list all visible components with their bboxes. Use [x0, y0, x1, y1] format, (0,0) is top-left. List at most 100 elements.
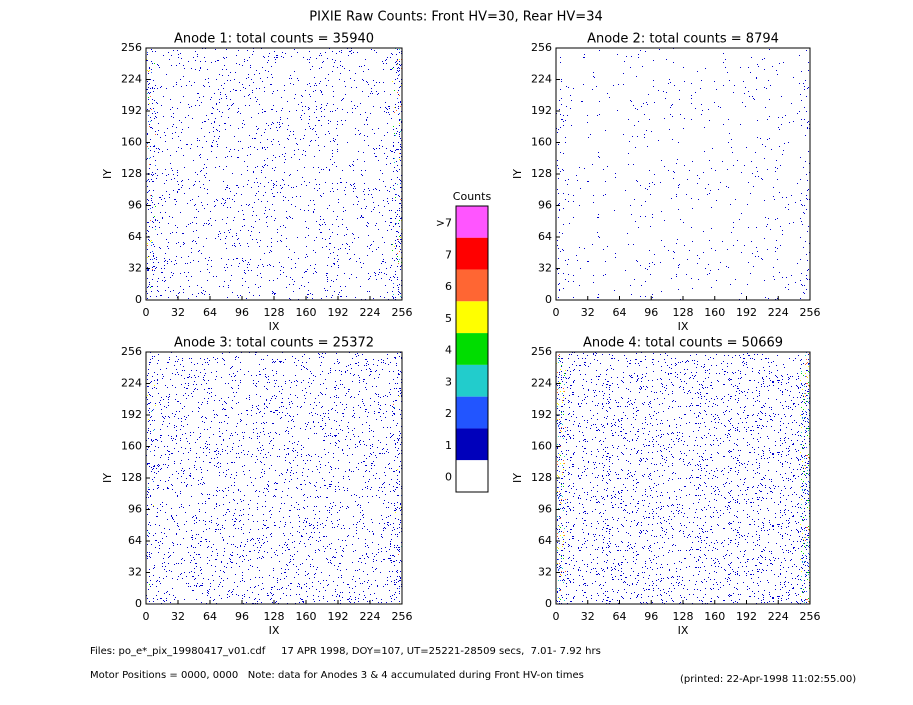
- y-tick-label: 160: [531, 440, 552, 453]
- y-tick-label: 32: [538, 262, 552, 275]
- y-tick-label: 192: [121, 104, 142, 117]
- x-tick-label: 192: [736, 306, 757, 319]
- y-axis-label: IY: [511, 473, 524, 483]
- x-tick-label: 192: [328, 306, 349, 319]
- panel-title: Anode 2: total counts = 8794: [587, 32, 779, 47]
- x-axis-label: IX: [269, 320, 280, 333]
- colorbar-cell: [456, 364, 488, 397]
- colorbar-cell: [456, 460, 488, 492]
- colorbar-cell: [456, 396, 488, 429]
- x-tick-label: 96: [644, 610, 658, 623]
- colorbar-label: 3: [445, 375, 452, 388]
- y-tick-label: 64: [128, 230, 142, 243]
- colorbar-label: 0: [445, 471, 452, 484]
- y-tick-label: 224: [531, 73, 552, 86]
- x-tick-label: 64: [203, 306, 217, 319]
- y-tick-label: 224: [121, 377, 142, 390]
- x-axis-label: IX: [269, 624, 280, 637]
- panel-title: Anode 1: total counts = 35940: [174, 32, 374, 47]
- y-tick-label: 256: [531, 41, 552, 54]
- x-tick-label: 224: [360, 610, 381, 623]
- x-tick-label: 128: [673, 306, 694, 319]
- x-tick-label: 128: [673, 610, 694, 623]
- x-tick-label: 224: [768, 306, 789, 319]
- y-tick-label: 192: [531, 408, 552, 421]
- x-tick-label: 128: [264, 306, 285, 319]
- count-texture: [149, 584, 150, 585]
- colorbar-frame: [455, 205, 489, 493]
- x-axis-label: IX: [678, 320, 689, 333]
- x-tick-label: 160: [296, 306, 317, 319]
- y-tick-label: 0: [135, 293, 142, 306]
- x-tick-label: 96: [644, 306, 658, 319]
- panel-title: Anode 4: total counts = 50669: [583, 336, 783, 351]
- footer-motor: Motor Positions = 0000, 0000 Note: data …: [90, 670, 584, 681]
- y-tick-label: 96: [128, 199, 142, 212]
- main-title: PIXIE Raw Counts: Front HV=30, Rear HV=3…: [309, 10, 603, 25]
- colorbar-cell: [456, 237, 488, 270]
- x-tick-label: 64: [203, 610, 217, 623]
- x-tick-label: 160: [704, 306, 725, 319]
- colorbar-title: Counts: [453, 190, 492, 203]
- colorbar-cell: [456, 333, 488, 365]
- y-tick-label: 256: [121, 41, 142, 54]
- y-tick-label: 160: [121, 440, 142, 453]
- y-tick-label: 32: [538, 566, 552, 579]
- x-tick-label: 256: [392, 306, 413, 319]
- colorbar-label: 5: [445, 312, 452, 325]
- y-axis-label: IY: [101, 473, 114, 483]
- x-tick-label: 160: [704, 610, 725, 623]
- footer-printed: (printed: 22-Apr-1998 11:02:55.00): [680, 674, 856, 685]
- y-tick-label: 32: [128, 262, 142, 275]
- y-axis-label: IY: [101, 169, 114, 179]
- colorbar-label: 7: [445, 248, 452, 261]
- colorbar-cell: [456, 269, 488, 302]
- x-tick-label: 192: [328, 610, 349, 623]
- x-tick-label: 32: [581, 610, 595, 623]
- x-axis-label: IX: [678, 624, 689, 637]
- x-tick-label: 224: [768, 610, 789, 623]
- y-tick-label: 256: [531, 345, 552, 358]
- colorbar-label: 4: [445, 344, 452, 357]
- x-tick-label: 96: [235, 610, 249, 623]
- colorbar-label: 1: [445, 439, 452, 452]
- x-tick-label: 0: [143, 306, 150, 319]
- x-tick-label: 32: [171, 306, 185, 319]
- x-tick-label: 128: [264, 610, 285, 623]
- y-tick-label: 0: [545, 293, 552, 306]
- x-tick-label: 32: [171, 610, 185, 623]
- x-tick-label: 32: [581, 306, 595, 319]
- count-texture: [146, 48, 402, 300]
- x-tick-label: 160: [296, 610, 317, 623]
- y-tick-label: 128: [121, 167, 142, 180]
- colorbar-cell: [456, 206, 488, 238]
- y-tick-label: 128: [531, 471, 552, 484]
- x-tick-label: 256: [800, 306, 821, 319]
- y-tick-label: 256: [121, 345, 142, 358]
- colorbar-label: 2: [445, 407, 452, 420]
- y-tick-label: 64: [128, 534, 142, 547]
- colorbar-cell: [456, 428, 488, 461]
- x-tick-label: 64: [613, 610, 627, 623]
- x-tick-label: 96: [235, 306, 249, 319]
- colorbar-label: 6: [445, 280, 452, 293]
- panel-title: Anode 3: total counts = 25372: [174, 336, 374, 351]
- y-tick-label: 128: [121, 471, 142, 484]
- footer-files: Files: po_e*_pix_19980417_v01.cdf 17 APR…: [90, 646, 601, 657]
- y-tick-label: 96: [128, 503, 142, 516]
- y-tick-label: 128: [531, 167, 552, 180]
- colorbar-label: >7: [436, 216, 452, 229]
- y-tick-label: 160: [121, 136, 142, 149]
- y-tick-label: 64: [538, 534, 552, 547]
- y-tick-label: 64: [538, 230, 552, 243]
- x-tick-label: 0: [553, 610, 560, 623]
- y-tick-label: 224: [531, 377, 552, 390]
- y-tick-label: 192: [121, 408, 142, 421]
- x-tick-label: 256: [392, 610, 413, 623]
- y-tick-label: 192: [531, 104, 552, 117]
- x-tick-label: 64: [613, 306, 627, 319]
- count-texture: [146, 352, 402, 604]
- y-tick-label: 160: [531, 136, 552, 149]
- x-tick-label: 192: [736, 610, 757, 623]
